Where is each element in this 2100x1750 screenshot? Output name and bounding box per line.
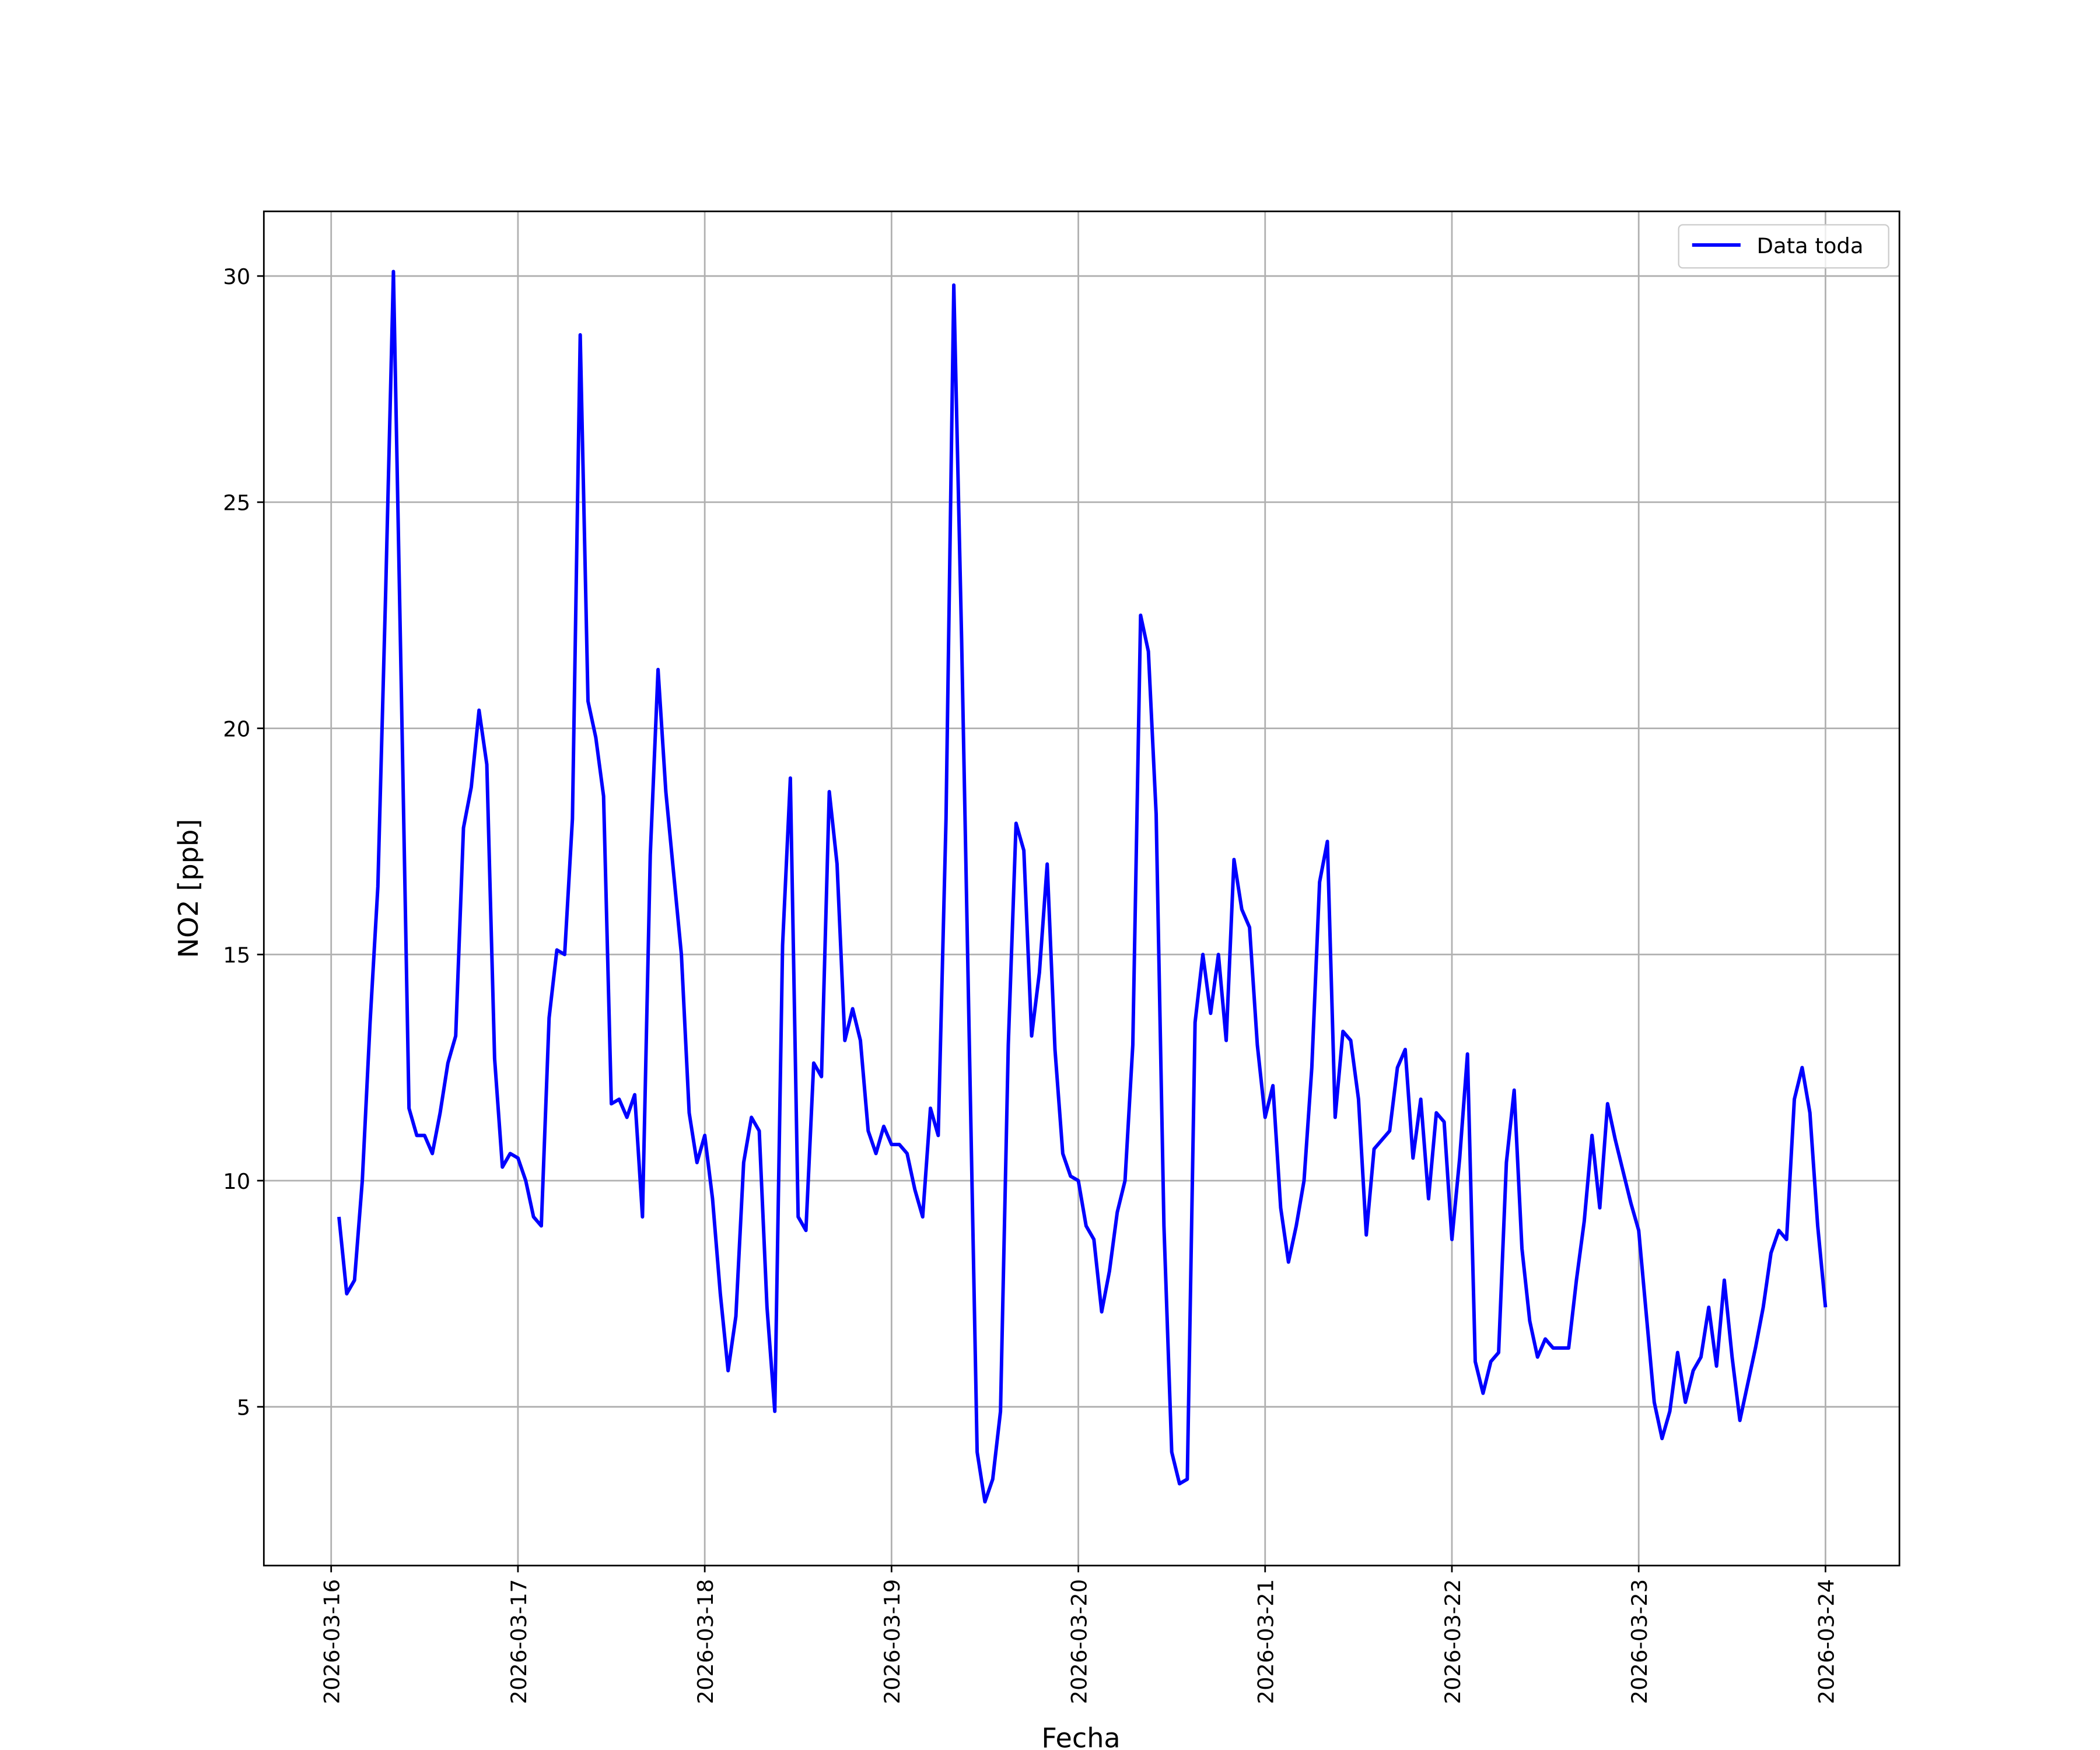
- x-tick-label: 2026-03-21: [1254, 1579, 1279, 1704]
- y-tick-label: 30: [223, 264, 250, 289]
- x-tick-label: 2026-03-17: [506, 1579, 531, 1704]
- y-tick-label: 10: [223, 1169, 250, 1194]
- x-tick-label: 2026-03-18: [693, 1579, 718, 1704]
- x-tick-label: 2026-03-20: [1066, 1579, 1091, 1704]
- legend-box: [1678, 224, 1889, 269]
- y-tick-label: 5: [237, 1395, 250, 1420]
- y-tick-label: 25: [223, 491, 250, 516]
- x-tick-label: 2026-03-22: [1440, 1579, 1465, 1704]
- x-axis-label: Fecha: [1041, 1722, 1120, 1750]
- x-tick-label: 2026-03-23: [1627, 1579, 1652, 1704]
- x-tick-label: 2026-03-19: [880, 1579, 905, 1704]
- y-axis-label: NO2 [ppb]: [173, 819, 204, 958]
- y-tick-label: 15: [223, 943, 250, 968]
- plot-frame: [262, 210, 1901, 1567]
- y-tick-label: 20: [223, 716, 250, 741]
- data-line: [337, 270, 1828, 1504]
- x-tick-label: 2026-03-24: [1814, 1579, 1839, 1704]
- legend-label: Data toda: [1757, 233, 1864, 258]
- x-tick-label: 2026-03-16: [320, 1579, 345, 1704]
